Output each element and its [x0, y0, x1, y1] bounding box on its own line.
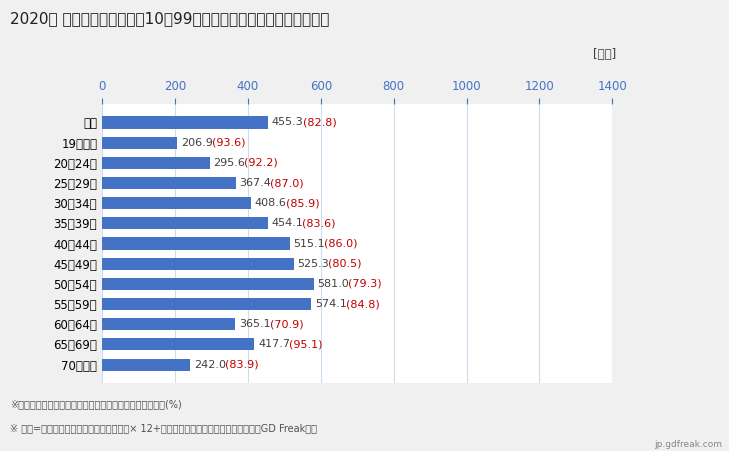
Text: (95.1): (95.1)	[289, 340, 322, 350]
Bar	[102, 278, 313, 290]
Text: (93.6): (93.6)	[212, 138, 246, 147]
Bar	[102, 157, 210, 169]
Text: 295.6: 295.6	[214, 158, 246, 168]
Text: 417.7: 417.7	[258, 340, 290, 350]
Bar	[102, 116, 268, 129]
Text: (70.9): (70.9)	[270, 319, 303, 329]
Text: (82.8): (82.8)	[303, 118, 336, 128]
Text: (84.8): (84.8)	[346, 299, 380, 309]
Text: 2020年 民間企業（従業者数10～99人）フルタイム労働者の平均年収: 2020年 民間企業（従業者数10～99人）フルタイム労働者の平均年収	[10, 11, 330, 26]
Bar	[102, 258, 294, 270]
Bar	[102, 217, 268, 230]
Text: [万円]: [万円]	[593, 48, 616, 61]
Text: 454.1: 454.1	[271, 218, 303, 228]
Text: (85.9): (85.9)	[286, 198, 319, 208]
Text: 206.9: 206.9	[181, 138, 213, 147]
Text: 574.1: 574.1	[315, 299, 347, 309]
Text: (79.3): (79.3)	[348, 279, 382, 289]
Bar	[102, 197, 251, 209]
Bar	[102, 338, 254, 350]
Text: 365.1: 365.1	[239, 319, 270, 329]
Text: 581.0: 581.0	[318, 279, 349, 289]
Text: jp.gdfreak.com: jp.gdfreak.com	[654, 440, 722, 449]
Text: ※ 年収=「きまって支給する現金給与額」× 12+「年間賞与その他特別給与額」としてGD Freak推計: ※ 年収=「きまって支給する現金給与額」× 12+「年間賞与その他特別給与額」と…	[10, 423, 317, 433]
Bar	[102, 298, 311, 310]
Bar	[102, 318, 235, 330]
Text: (83.9): (83.9)	[225, 359, 258, 369]
Text: 242.0: 242.0	[194, 359, 226, 369]
Bar	[102, 137, 177, 149]
Bar	[102, 177, 236, 189]
Bar	[102, 359, 190, 371]
Text: 515.1: 515.1	[294, 239, 325, 249]
Text: 455.3: 455.3	[272, 118, 303, 128]
Bar	[102, 238, 290, 249]
Text: (86.0): (86.0)	[324, 239, 358, 249]
Text: 367.4: 367.4	[240, 178, 271, 188]
Text: ※（）内は域内の同業種・同年齢層の平均所得に対する比(%): ※（）内は域内の同業種・同年齢層の平均所得に対する比(%)	[10, 399, 182, 409]
Text: (87.0): (87.0)	[270, 178, 304, 188]
Text: (92.2): (92.2)	[244, 158, 278, 168]
Text: (80.5): (80.5)	[328, 259, 362, 269]
Text: (83.6): (83.6)	[302, 218, 335, 228]
Text: 525.3: 525.3	[297, 259, 329, 269]
Text: 408.6: 408.6	[254, 198, 286, 208]
